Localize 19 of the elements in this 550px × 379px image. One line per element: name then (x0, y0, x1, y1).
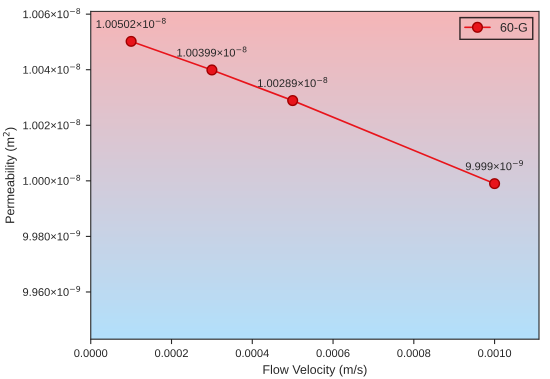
x-axis-title: Flow Velocity (m/s) (263, 364, 367, 376)
y-tick-label: 9.960×10$^{−9}$ (22, 286, 80, 296)
data-label: 1.00399×10$^{−8}$ (177, 46, 247, 57)
y-tick-label: 1.000×10$^{−8}$ (23, 174, 80, 185)
y-tick-label: 1.004×10$^{−8}$ (23, 64, 80, 74)
x-tick-label: 0.0000 (74, 349, 108, 358)
y-axis-title: Permeability (m$^{2}$) (2, 128, 17, 223)
data-label: 1.00502×10$^{−8}$ (96, 18, 166, 28)
y-tick-label: 9.980×10$^{−9}$ (22, 230, 80, 240)
x-tick-label: 0.0006 (316, 349, 350, 358)
legend-label: 60-G (500, 22, 527, 32)
y-tick-label: 1.002×10$^{−8}$ (23, 119, 80, 130)
x-tick-label: 0.0010 (478, 349, 512, 358)
data-label: 1.00289×10$^{−8}$ (258, 77, 328, 88)
y-tick-label: 1.006×10$^{−8}$ (23, 8, 80, 18)
x-tick-label: 0.0004 (236, 349, 269, 358)
x-tick-label: 0.0002 (154, 349, 188, 358)
x-tick-label: 0.0008 (397, 349, 430, 358)
data-label: 9.999×10$^{−9}$ (466, 160, 523, 170)
